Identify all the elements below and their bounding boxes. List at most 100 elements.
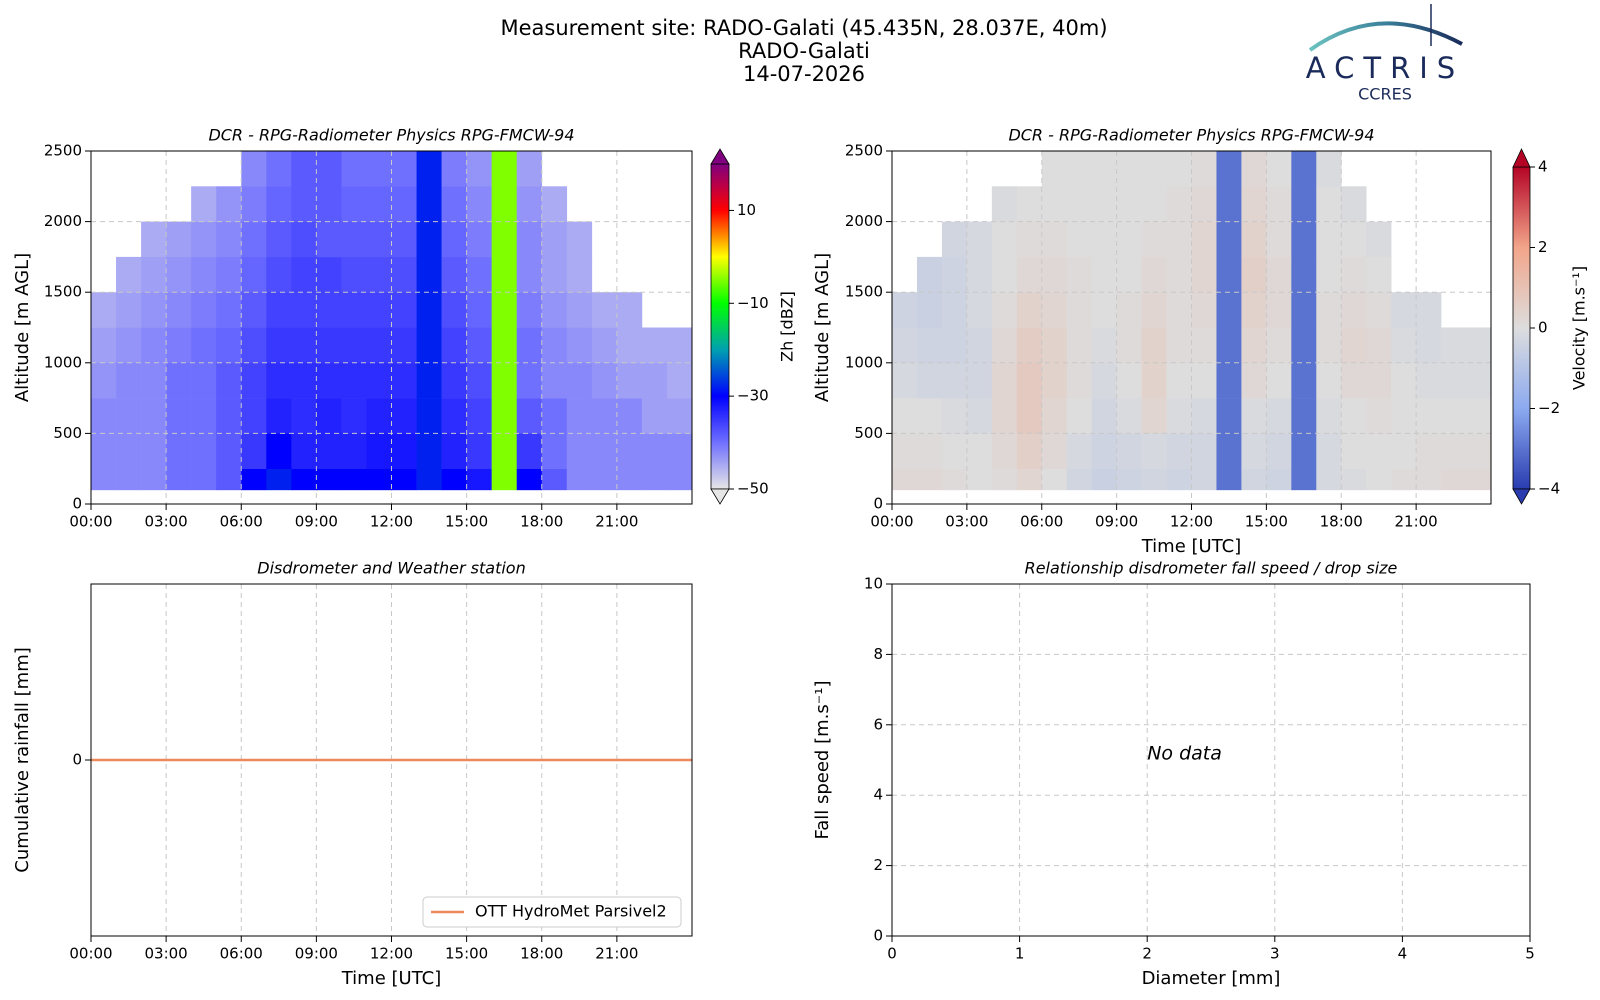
x-tick-label: 09:00 [1095, 513, 1138, 531]
heatmap-cell [916, 362, 943, 399]
heatmap-cell [491, 186, 518, 222]
heatmap-cell [391, 256, 417, 293]
heatmap-cell [1166, 468, 1192, 491]
colorbar-tick-label: −4 [1538, 480, 1560, 498]
heatmap-cell [991, 398, 1018, 434]
heatmap-cell [616, 433, 643, 469]
heatmap-cell [1191, 327, 1217, 364]
heatmap-cell [391, 151, 417, 187]
heatmap-cell [641, 398, 668, 434]
heatmap-cell [491, 292, 518, 328]
heatmap-cell [591, 468, 618, 491]
legend-label: OTT HydroMet Parsivel2 [475, 902, 667, 921]
axes-frame [891, 583, 1531, 937]
heatmap-cell [1466, 398, 1492, 434]
heatmap-cell [491, 256, 518, 293]
heatmap-cell [266, 256, 292, 293]
heatmap-cell [1166, 362, 1192, 399]
heatmap-cell [116, 292, 142, 328]
heatmap-cell [366, 327, 392, 364]
heatmap-cell [391, 292, 417, 328]
heatmap-cell [316, 151, 342, 187]
plot-title: Relationship disdrometer fall speed / dr… [1025, 559, 1398, 578]
heatmap-cell [1166, 292, 1192, 328]
heatmap-cell [1266, 292, 1292, 328]
heatmap-cell [91, 433, 117, 469]
colorbar [1512, 166, 1531, 490]
heatmap-cell [191, 221, 217, 258]
heatmap-cell [291, 186, 317, 222]
heatmap-cell [941, 468, 968, 491]
heatmap-cell [366, 151, 392, 187]
x-tick-label: 03:00 [145, 945, 188, 963]
heatmap-cell [291, 327, 317, 364]
heatmap-cell [1041, 398, 1068, 434]
heatmap-cell [1016, 362, 1043, 399]
heatmap-cell [1291, 221, 1317, 258]
x-tick-label: 18:00 [520, 513, 563, 531]
heatmap-cell [1266, 221, 1292, 258]
colorbar-tick-label: 2 [1538, 238, 1548, 256]
heatmap-cell [1066, 398, 1092, 434]
heatmap-cell [466, 292, 492, 328]
heatmap-cell [1266, 398, 1292, 434]
logo: ACTRIS CCRES [1306, 4, 1463, 104]
heatmap-cell [466, 433, 492, 469]
heatmap-cell [1241, 292, 1267, 328]
heatmap-cell [541, 327, 568, 364]
heatmap-cell [191, 433, 217, 469]
heatmap-cell [241, 327, 267, 364]
y-tick-label: 0 [72, 751, 82, 769]
heatmap-cell [1016, 186, 1043, 222]
heatmap-cell [1116, 362, 1142, 399]
heatmap-cell [1391, 327, 1417, 364]
heatmap-cell [1266, 327, 1292, 364]
heatmap-cell [441, 327, 467, 364]
heatmap-cell [641, 327, 668, 364]
heatmap-cell [341, 186, 367, 222]
heatmap-cell [566, 468, 593, 491]
heatmap-cell [1041, 151, 1068, 187]
heatmap-cell [1091, 186, 1117, 222]
heatmap-cell [941, 362, 968, 399]
heatmap-cell [1216, 186, 1242, 222]
y-tick-label: 8 [873, 645, 883, 663]
heatmap-cell [1191, 433, 1217, 469]
heatmap-cell [416, 186, 442, 222]
heatmap-cell [892, 292, 918, 328]
heatmap-cell [892, 362, 918, 399]
heatmap-cell [466, 398, 492, 434]
heatmap-cell [991, 186, 1018, 222]
heatmap-cell [1316, 433, 1342, 469]
date: 14-07-2026 [743, 62, 865, 86]
heatmap-cell [1016, 327, 1043, 364]
heatmap-cell [91, 362, 117, 399]
heatmap-cell [1216, 362, 1242, 399]
heatmap-cell [441, 292, 467, 328]
heatmap-cell [1016, 398, 1043, 434]
heatmap-cell [366, 292, 392, 328]
heatmap-cell [966, 398, 993, 434]
heatmap-cell [1341, 221, 1367, 258]
heatmap-cell [616, 468, 643, 491]
heatmap-cell [116, 468, 142, 491]
x-tick-label: 06:00 [220, 513, 263, 531]
colorbar-tick-label: −30 [737, 387, 769, 405]
heatmap-cell [116, 327, 142, 364]
x-tick-label: 15:00 [445, 513, 488, 531]
heatmap-cell [241, 362, 267, 399]
heatmap-cell [291, 292, 317, 328]
heatmap-cell [1341, 362, 1367, 399]
heatmap-cell [391, 398, 417, 434]
heatmap-cell [1216, 256, 1242, 293]
colorbar-label: Zh [dBZ] [778, 291, 797, 362]
heatmap-cell [266, 151, 292, 187]
heatmap-cell [91, 327, 117, 364]
x-tick-label: 06:00 [220, 945, 263, 963]
heatmap-cell [1316, 292, 1342, 328]
heatmap-cell [916, 433, 943, 469]
heatmap-cell [1091, 256, 1117, 293]
heatmap-cell [416, 292, 442, 328]
heatmap-cell [1191, 362, 1217, 399]
heatmap-cell [916, 468, 943, 491]
